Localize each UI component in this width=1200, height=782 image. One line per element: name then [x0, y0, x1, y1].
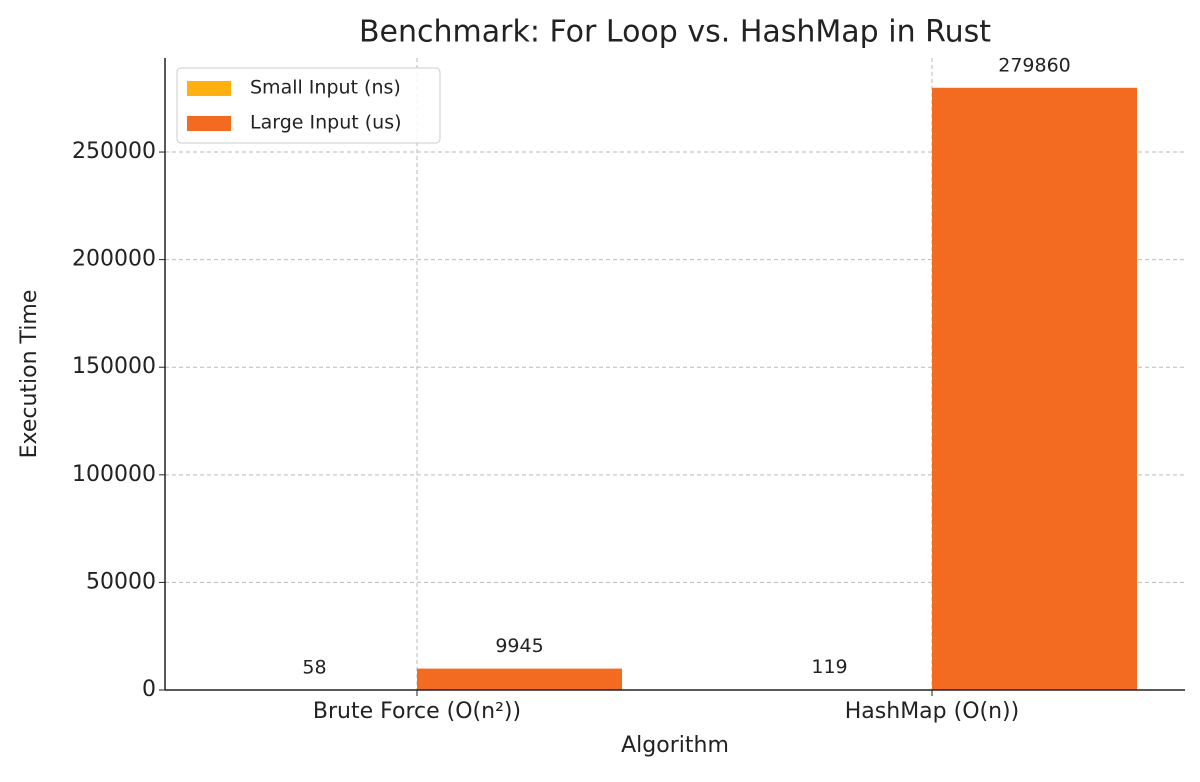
bar — [932, 88, 1137, 690]
x-tick-label: Brute Force (O(n²)) — [313, 699, 521, 724]
y-tick-label: 100000 — [72, 462, 156, 487]
bar — [417, 669, 622, 690]
y-tick-label: 50000 — [86, 569, 156, 594]
y-tick-label: 250000 — [72, 139, 156, 164]
value-label: 279860 — [998, 54, 1071, 76]
chart-title: Benchmark: For Loop vs. HashMap in Rust — [359, 15, 991, 50]
value-label: 58 — [302, 656, 326, 678]
legend-swatch — [187, 81, 231, 96]
legend-label: Small Input (ns) — [250, 77, 401, 99]
y-tick-label: 200000 — [72, 247, 156, 272]
x-tick-label: HashMap (O(n)) — [845, 699, 1019, 724]
y-tick-label: 0 — [142, 677, 156, 702]
y-tick-label: 150000 — [72, 354, 156, 379]
value-label: 119 — [811, 656, 847, 678]
x-axis-label: Algorithm — [621, 733, 729, 758]
value-label: 9945 — [495, 635, 543, 657]
legend-label: Large Input (us) — [250, 112, 402, 134]
legend-swatch — [187, 116, 231, 131]
y-axis-label: Execution Time — [17, 290, 42, 459]
